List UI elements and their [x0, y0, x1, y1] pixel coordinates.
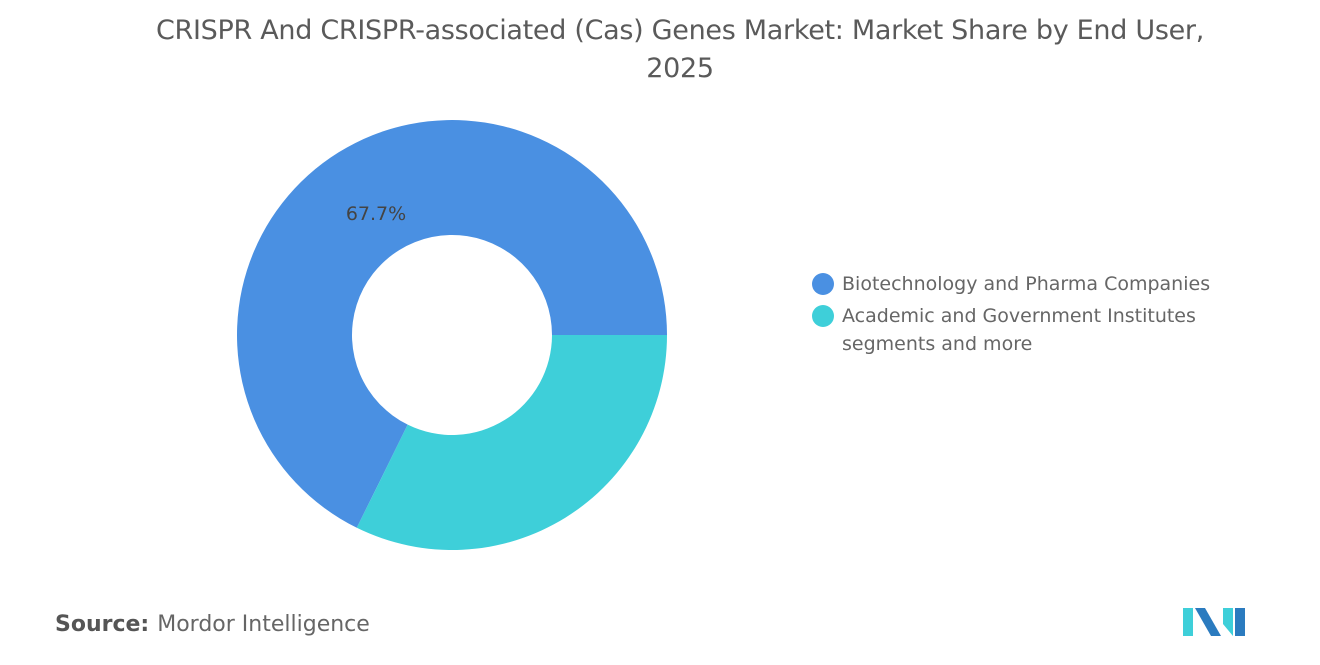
data-label-0: 67.7% — [346, 203, 406, 225]
chart-title: CRISPR And CRISPR-associated (Cas) Genes… — [156, 15, 1204, 84]
legend-item-biotech[interactable]: Biotechnology and Pharma Companies — [812, 270, 1242, 298]
legend-item-academic[interactable]: Academic and Government Institutes segme… — [812, 302, 1242, 358]
source-value: Mordor Intelligence — [157, 612, 370, 637]
legend: Biotechnology and Pharma Companies Acade… — [812, 270, 1242, 362]
legend-label: Academic and Government Institutes segme… — [842, 305, 1196, 355]
legend-swatch — [812, 305, 834, 327]
mordor-intelligence-logo — [1183, 608, 1245, 636]
source: Source: Mordor Intelligence — [55, 612, 370, 637]
donut-slice-1[interactable] — [356, 335, 667, 550]
source-label: Source: — [55, 612, 150, 637]
legend-label: Biotechnology and Pharma Companies — [842, 273, 1211, 295]
legend-swatch — [812, 273, 834, 295]
donut-slice-0[interactable] — [237, 120, 667, 528]
